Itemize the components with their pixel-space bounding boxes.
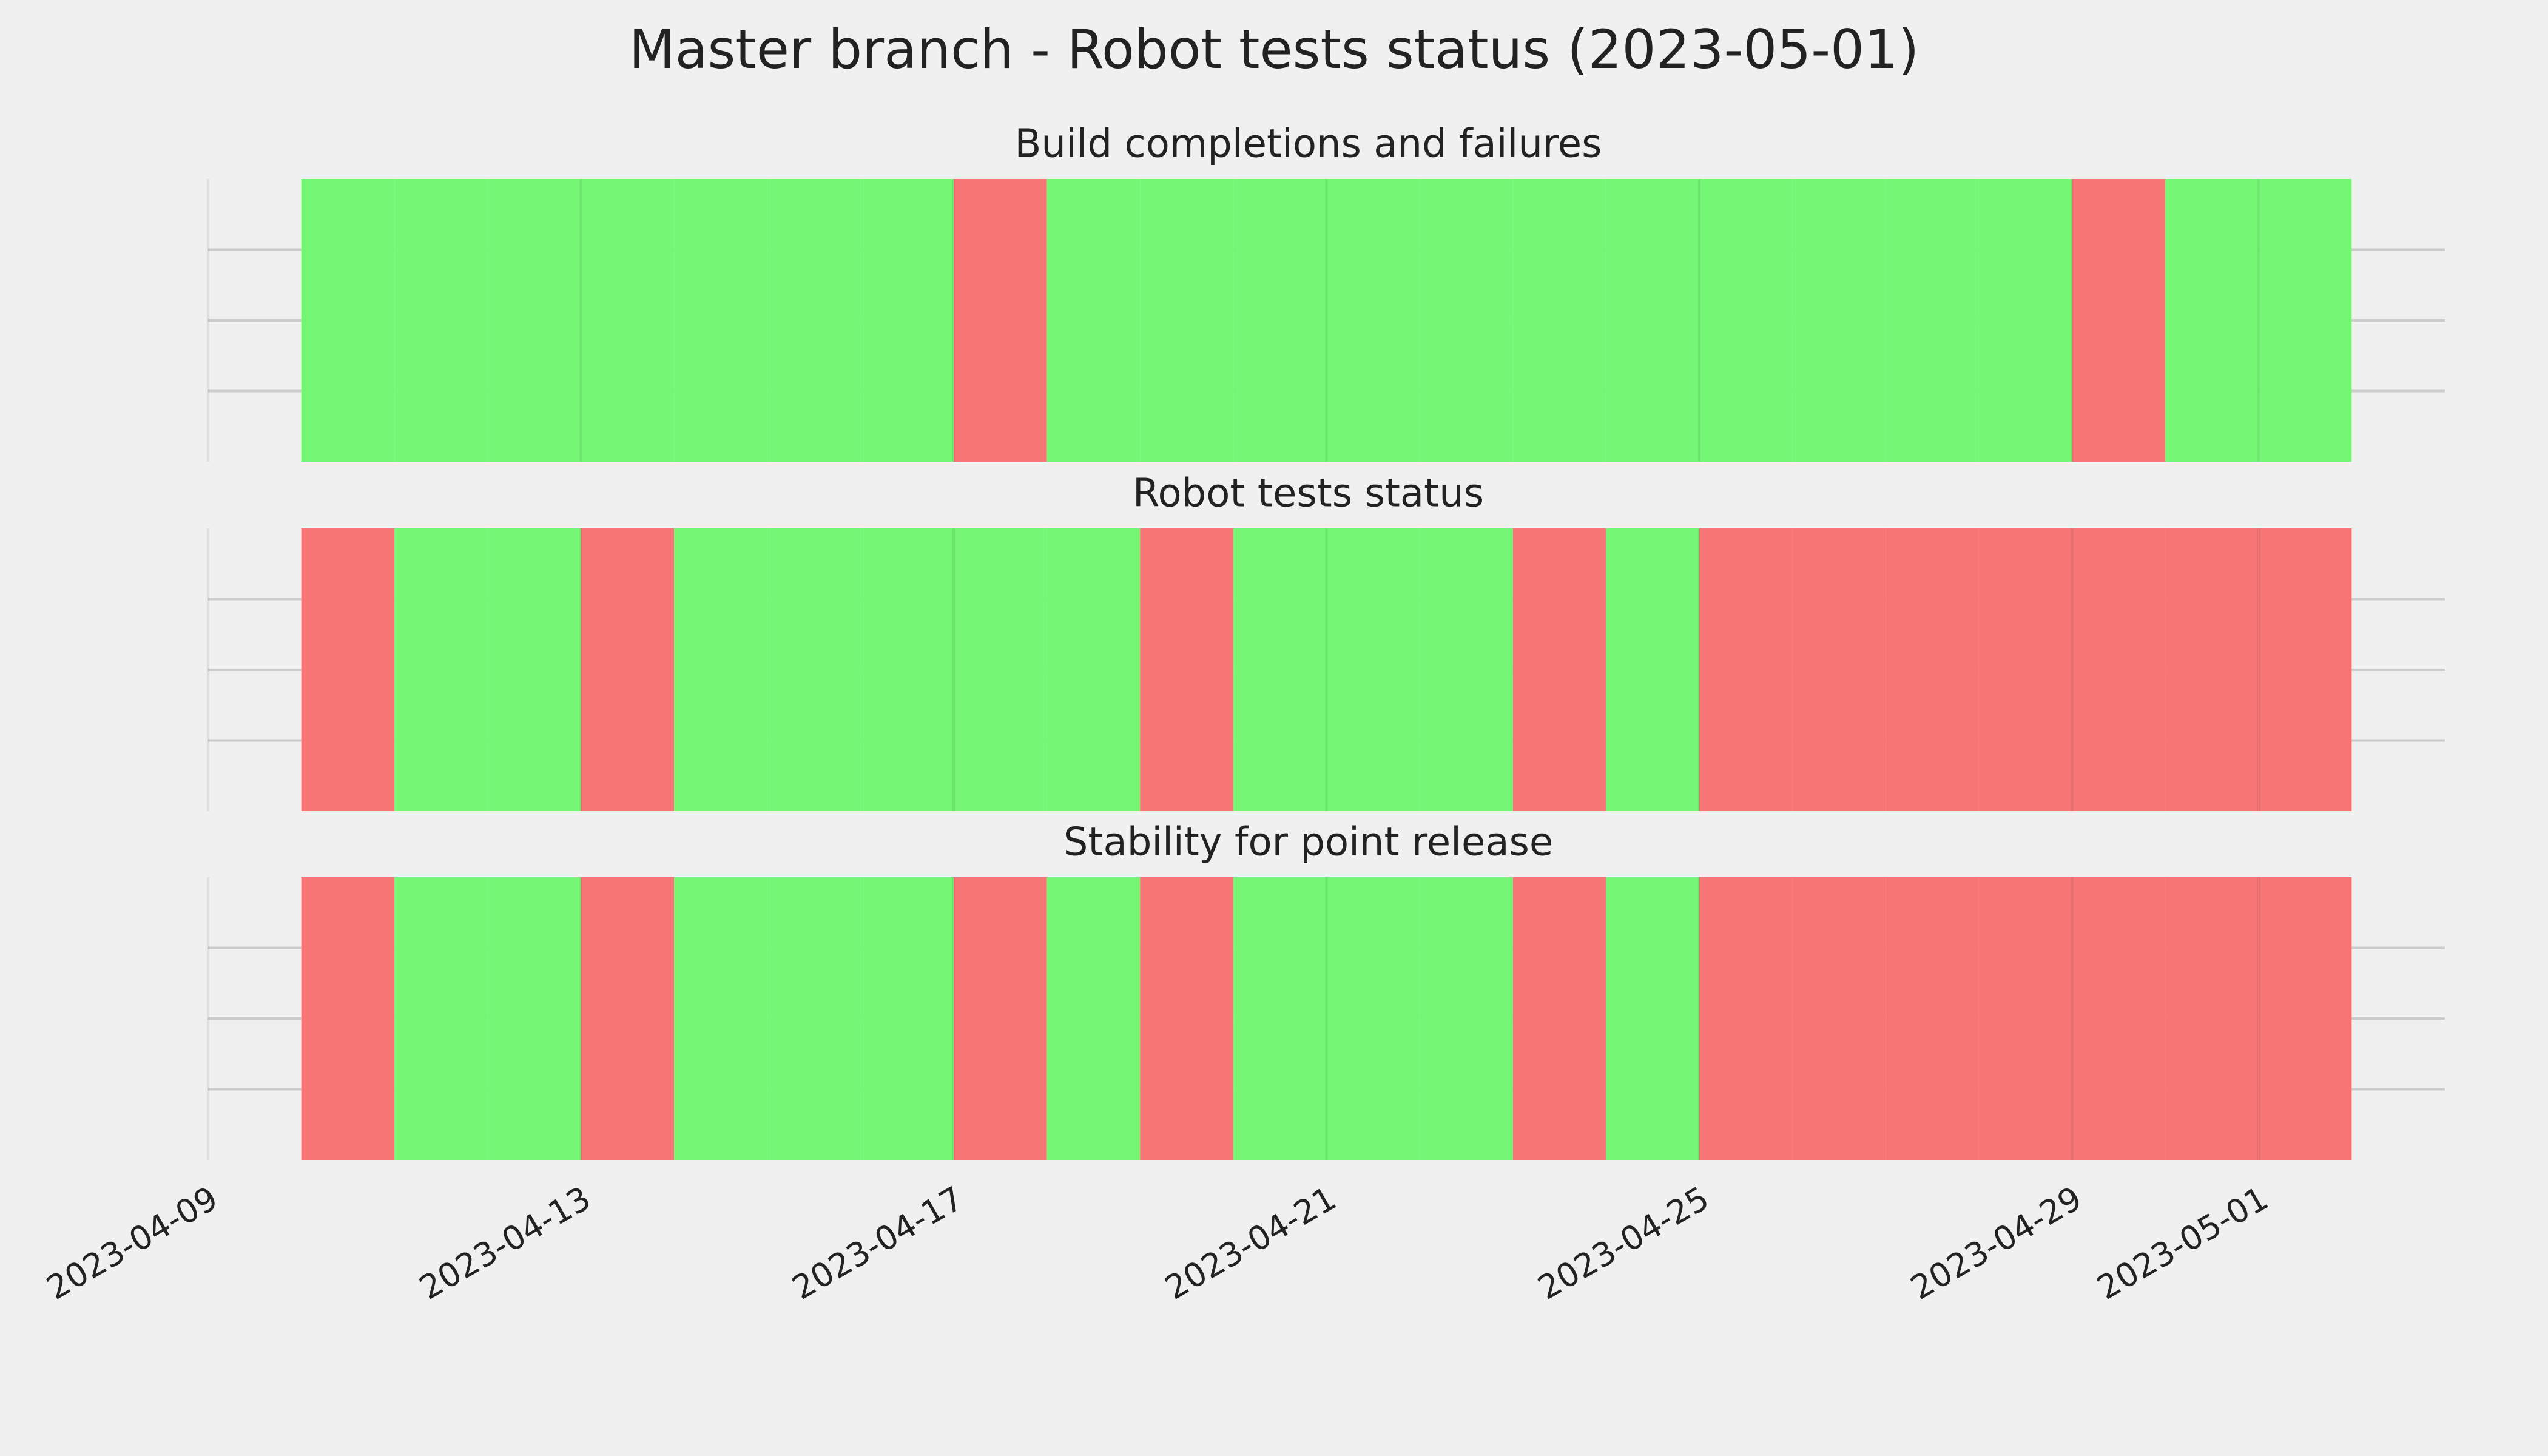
status-bar	[954, 877, 1047, 1160]
status-bar	[581, 877, 675, 1160]
status-bar	[1792, 877, 1886, 1160]
status-bar	[954, 179, 1047, 462]
status-bar	[767, 528, 861, 811]
status-bar	[301, 179, 395, 462]
status-bar	[1606, 179, 1699, 462]
status-bar	[1978, 179, 2072, 462]
status-bar	[2072, 528, 2166, 811]
subplot-title: Stability for point release	[1063, 820, 1554, 865]
status-bar	[1512, 877, 1606, 1160]
status-bar	[1046, 877, 1141, 1160]
status-bar	[581, 179, 675, 462]
status-bar	[1326, 877, 1420, 1160]
status-bar	[487, 528, 581, 811]
status-bar	[767, 179, 861, 462]
status-bar	[301, 877, 395, 1160]
status-bar	[1512, 528, 1606, 811]
status-bar	[487, 179, 581, 462]
status-bar	[1420, 877, 1513, 1160]
chart-title: Master branch - Robot tests status (2023…	[629, 18, 1919, 81]
status-bar	[2258, 877, 2352, 1160]
subplot-title: Build completions and failures	[1015, 122, 1602, 167]
status-bar	[674, 528, 767, 811]
status-bar	[1699, 877, 1793, 1160]
status-bar	[1792, 528, 1886, 811]
status-bar	[1420, 179, 1513, 462]
status-bar	[1699, 179, 1793, 462]
status-bar	[487, 877, 581, 1160]
subplot-title: Robot tests status	[1133, 471, 1484, 516]
status-bar	[2165, 179, 2259, 462]
status-bar	[1978, 877, 2072, 1160]
status-bar	[674, 179, 767, 462]
status-bar	[1886, 877, 1979, 1160]
status-bar	[1326, 179, 1420, 462]
status-bar	[1606, 528, 1699, 811]
status-bar	[1046, 528, 1141, 811]
status-bar	[581, 528, 675, 811]
status-bar	[1606, 877, 1699, 1160]
status-bar	[1233, 877, 1327, 1160]
status-bar	[1699, 528, 1793, 811]
status-bar	[1046, 179, 1141, 462]
status-bar	[860, 179, 954, 462]
status-bar	[2165, 528, 2259, 811]
status-bar	[860, 528, 954, 811]
status-bar	[394, 877, 488, 1160]
status-bar	[1978, 528, 2072, 811]
status-bar	[1233, 179, 1327, 462]
status-bar	[1233, 528, 1327, 811]
status-bar	[767, 877, 861, 1160]
status-bar	[1886, 179, 1979, 462]
status-bar	[1140, 528, 1233, 811]
status-bar	[2072, 877, 2166, 1160]
status-bar	[1140, 877, 1233, 1160]
status-bar	[301, 528, 395, 811]
status-bar	[2258, 528, 2352, 811]
status-bar	[2258, 179, 2352, 462]
status-bar	[674, 877, 767, 1160]
status-bar	[394, 179, 488, 462]
status-bar	[2072, 179, 2166, 462]
status-bar	[1792, 179, 1886, 462]
status-bar	[2165, 877, 2259, 1160]
status-bar	[954, 528, 1047, 811]
status-bar	[1420, 528, 1513, 811]
status-bar	[860, 877, 954, 1160]
status-bar	[394, 528, 488, 811]
status-bar	[1886, 528, 1979, 811]
status-bar	[1326, 528, 1420, 811]
status-bar	[1140, 179, 1233, 462]
status-bar	[1512, 179, 1606, 462]
